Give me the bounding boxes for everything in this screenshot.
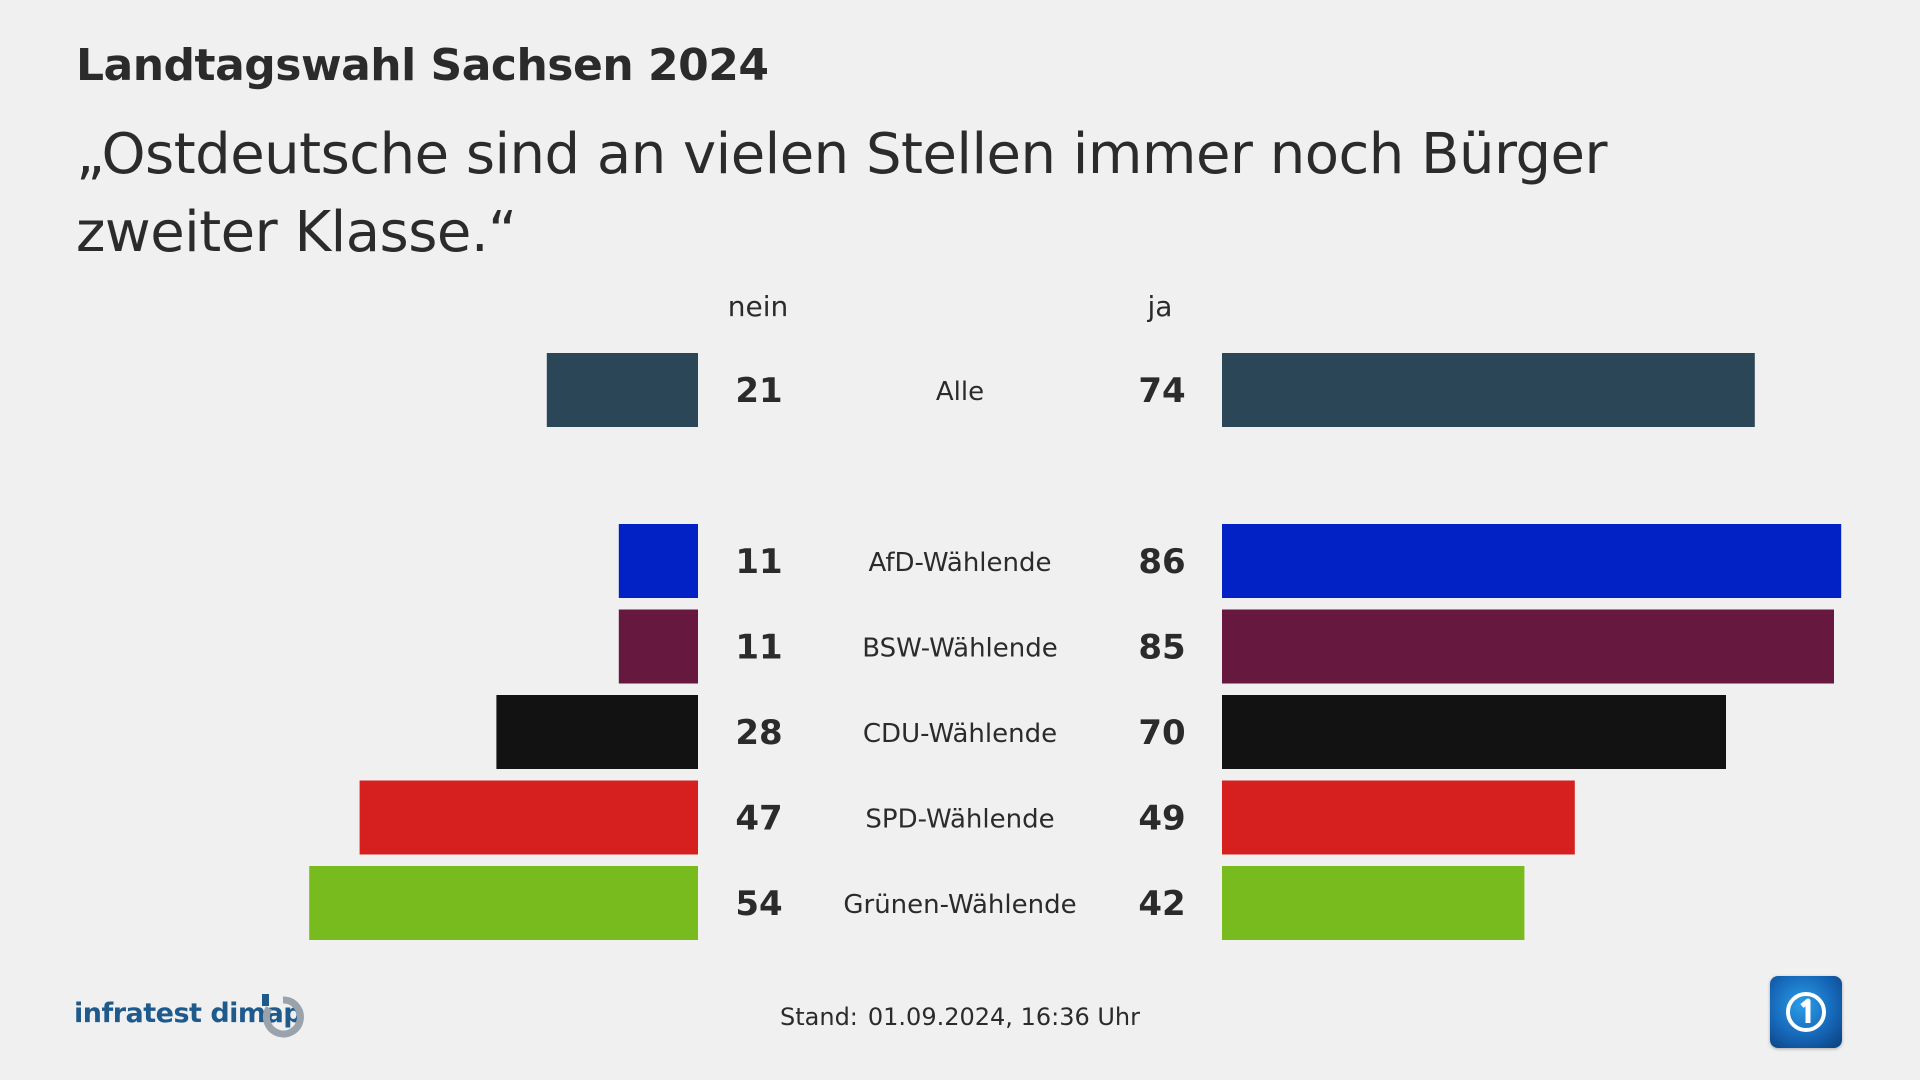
value-label-ja-alle: 74 — [1138, 371, 1185, 411]
category-label-cdu-w-hlende: CDU-Wählende — [863, 719, 1057, 749]
bar-nein-spd-w-hlende — [359, 780, 698, 855]
value-label-nein-cdu-w-hlende: 28 — [735, 713, 782, 753]
bar-ja-cdu-w-hlende — [1222, 695, 1726, 769]
column-header-ja: ja — [1147, 290, 1173, 323]
value-label-nein-afd-w-hlende: 11 — [735, 542, 782, 582]
chart-pretitle: Landtagswahl Sachsen 2024 — [76, 40, 769, 91]
bar-ja-spd-w-hlende — [1222, 780, 1575, 855]
bar-ja-gr-nen-w-hlende — [1222, 866, 1525, 940]
das-erste-logo-icon — [1770, 976, 1842, 1048]
value-label-nein-bsw-w-hlende: 11 — [735, 628, 782, 668]
column-header-nein: nein — [727, 290, 789, 323]
value-label-nein-spd-w-hlende: 47 — [735, 799, 782, 839]
infratest-dimap-logo-icon — [262, 994, 304, 1038]
bar-nein-bsw-w-hlende — [618, 609, 698, 684]
bar-nein-gr-nen-w-hlende — [309, 866, 698, 940]
stand-timestamp: Stand: 01.09.2024, 16:36 Uhr — [780, 1003, 1140, 1031]
category-label-spd-w-hlende: SPD-Wählende — [865, 805, 1054, 835]
value-label-ja-gr-nen-w-hlende: 42 — [1138, 884, 1185, 924]
category-label-alle: Alle — [936, 377, 984, 407]
category-label-afd-w-hlende: AfD-Wählende — [868, 548, 1051, 578]
category-label-gr-nen-w-hlende: Grünen-Wählende — [843, 890, 1076, 920]
bar-nein-afd-w-hlende — [618, 524, 698, 598]
value-label-ja-bsw-w-hlende: 85 — [1138, 628, 1185, 668]
value-label-ja-spd-w-hlende: 49 — [1138, 799, 1185, 839]
value-label-nein-gr-nen-w-hlende: 54 — [735, 884, 782, 924]
stand-value: 01.09.2024, 16:36 Uhr — [867, 1003, 1140, 1031]
value-label-ja-cdu-w-hlende: 70 — [1138, 713, 1185, 753]
chart-title: „Ostdeutsche sind an vielen Stellen imme… — [76, 122, 1608, 265]
bar-nein-alle — [546, 353, 698, 427]
category-label-bsw-w-hlende: BSW-Wählende — [862, 634, 1058, 664]
bar-ja-afd-w-hlende — [1222, 524, 1842, 598]
bar-nein-cdu-w-hlende — [496, 695, 698, 769]
bar-ja-bsw-w-hlende — [1222, 609, 1834, 684]
stand-label: Stand: — [780, 1003, 858, 1031]
value-label-nein-alle: 21 — [735, 371, 782, 411]
bar-ja-alle — [1222, 353, 1755, 427]
value-label-ja-afd-w-hlende: 86 — [1138, 542, 1185, 582]
